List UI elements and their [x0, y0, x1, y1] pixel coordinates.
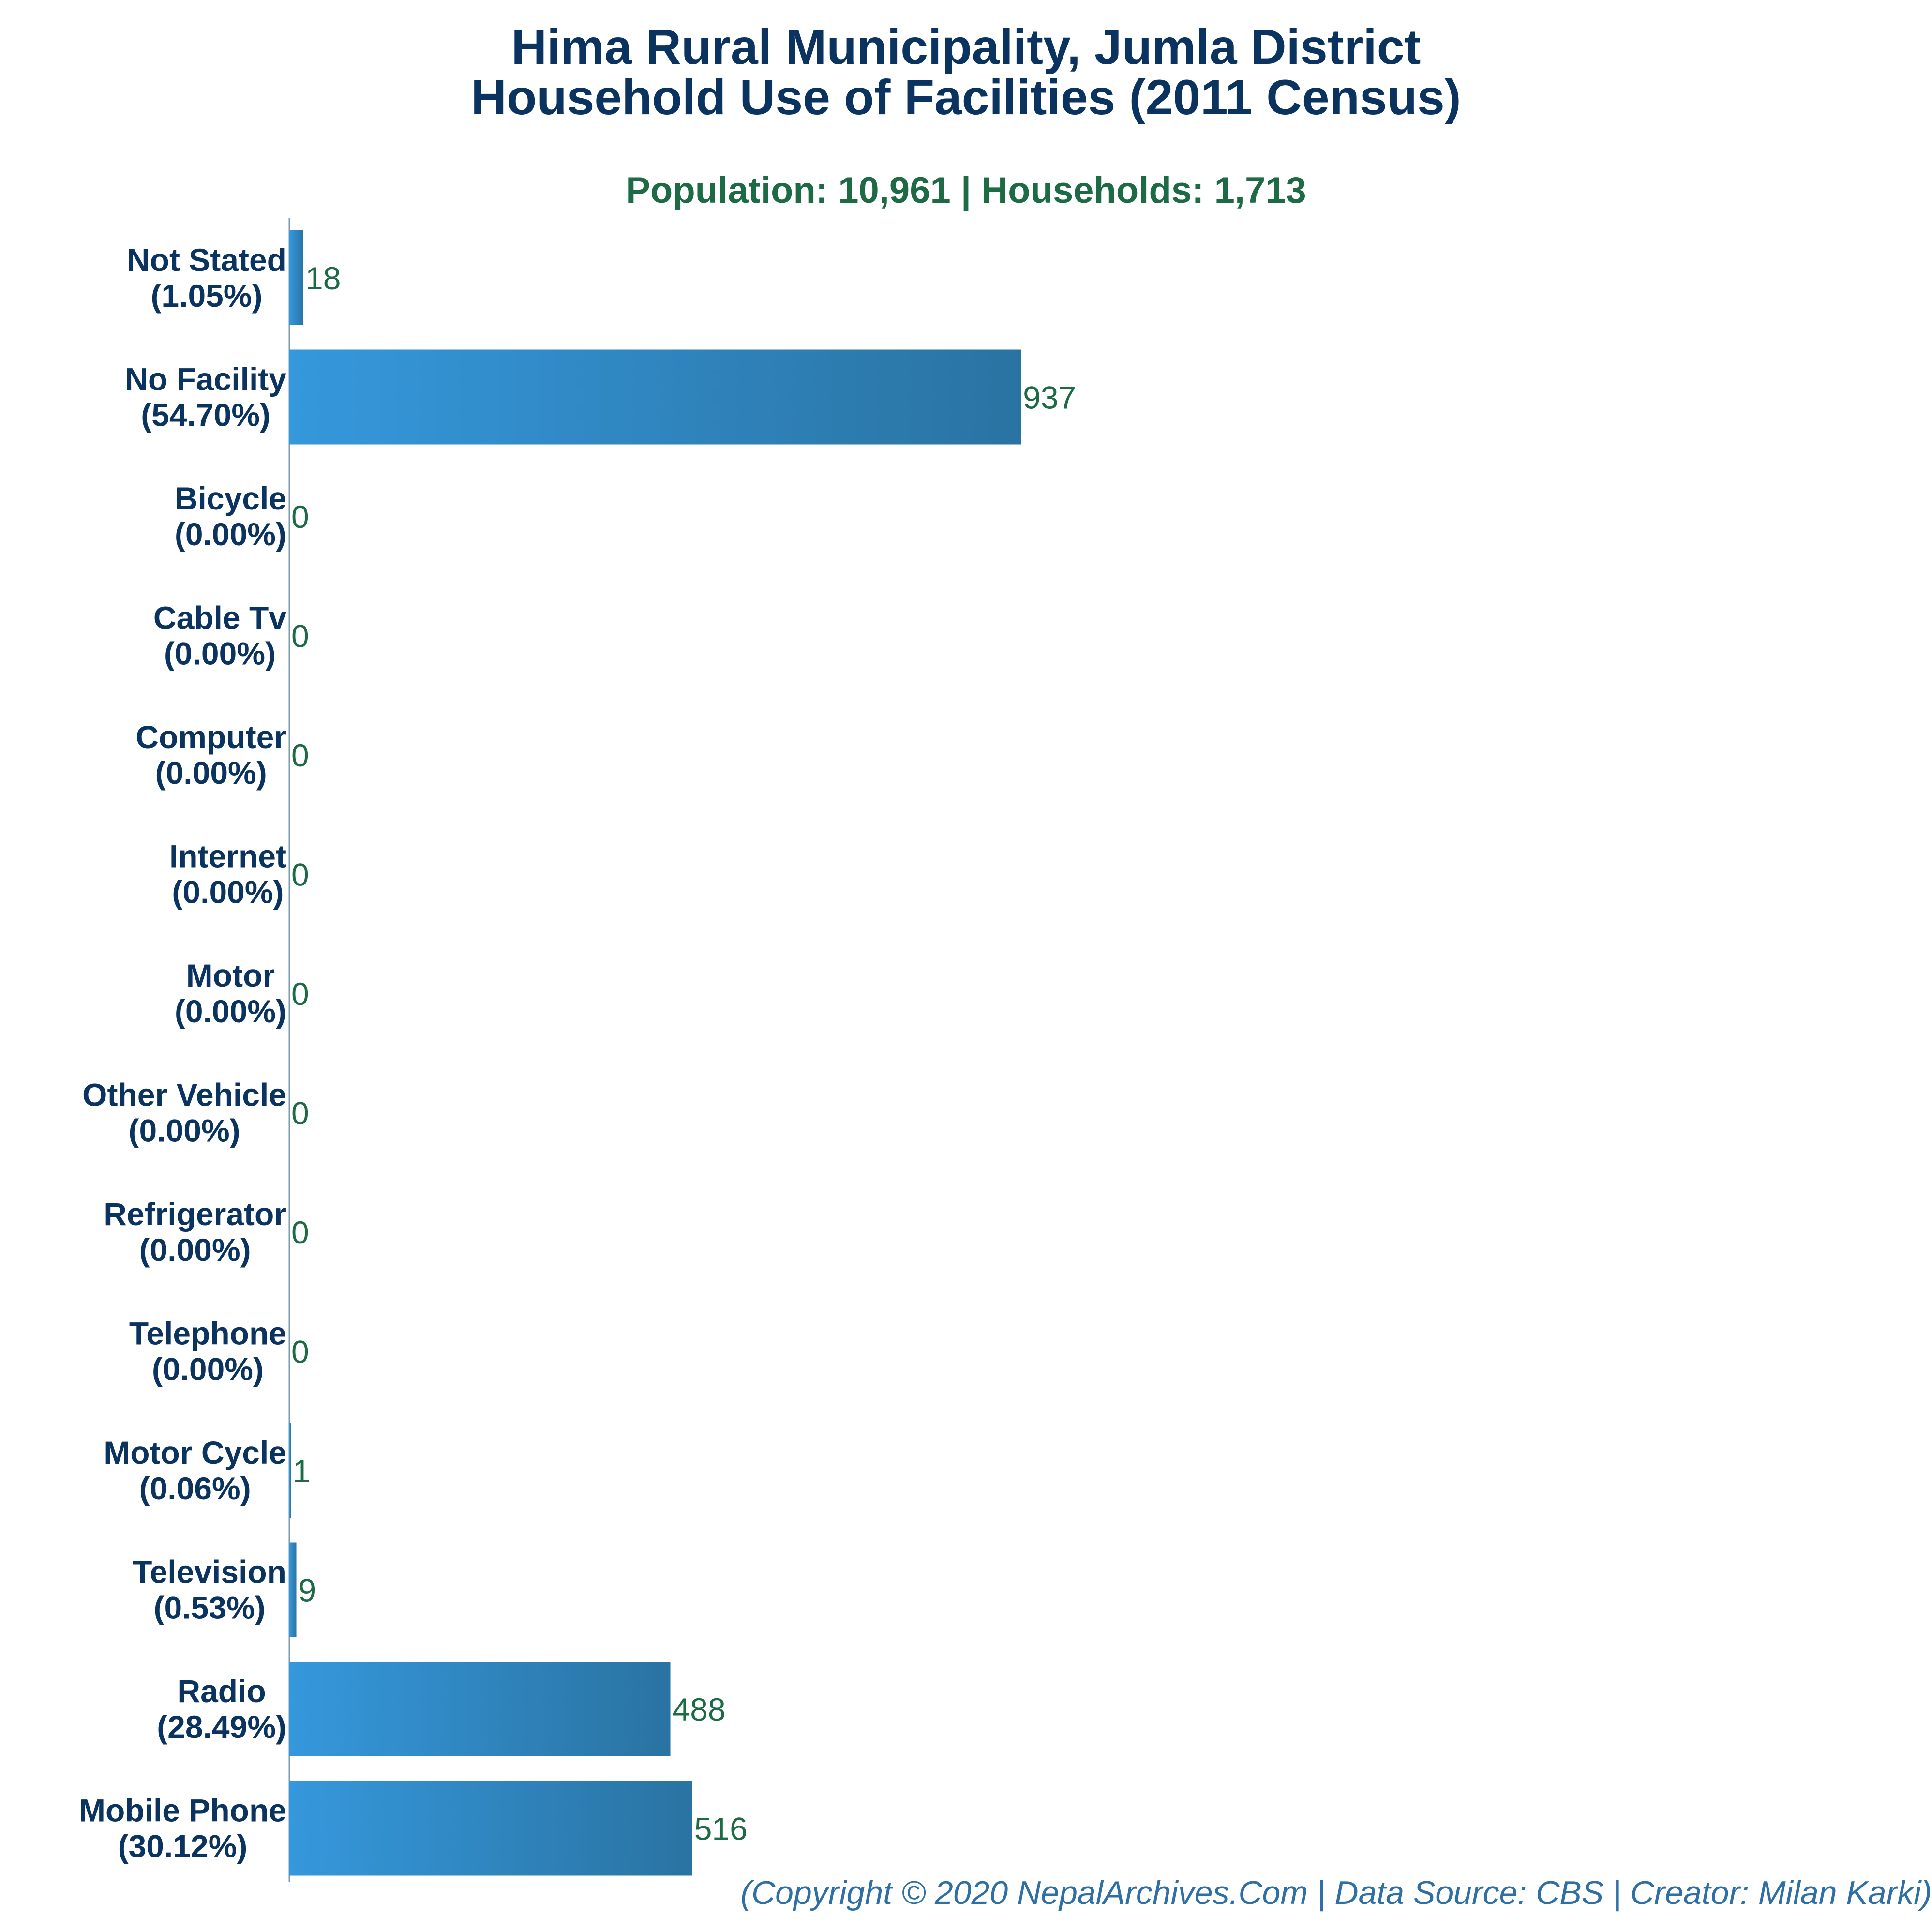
- category-label-no-facility: No Facility (54.70%): [125, 361, 286, 433]
- value-label-internet: 0: [291, 857, 309, 893]
- value-label-mobile-phone: 516: [694, 1811, 748, 1847]
- category-label-computer: Computer (0.00%): [135, 719, 286, 791]
- category-label-motor: Motor (0.00%): [175, 958, 286, 1029]
- copyright-footer: (Copyright © 2020 NepalArchives.Com | Da…: [740, 1874, 1932, 1911]
- value-label-not-stated: 18: [305, 260, 341, 296]
- bar-television: [289, 1542, 297, 1637]
- bar-group-radio: 488 Radio (28.49%): [157, 1662, 726, 1756]
- bar-group-no-facility: 937 No Facility (54.70%): [125, 349, 1076, 445]
- value-label-motor-cycle: 1: [293, 1453, 311, 1489]
- category-label-mobile-phone: Mobile Phone (30.12%): [79, 1793, 286, 1864]
- bar-group-television: 9 Television (0.53%): [133, 1542, 316, 1637]
- value-label-other-vehicle: 0: [291, 1095, 309, 1131]
- bars: 18 Not Stated (1.05%) 937 No Facility (54.70%…: [79, 230, 1076, 1876]
- category-label-radio: Radio (28.49%): [157, 1673, 286, 1745]
- bar-group-not-stated: 18 Not Stated (1.05%): [127, 230, 341, 325]
- value-label-television: 9: [299, 1573, 316, 1608]
- value-label-refrigerator: 0: [291, 1214, 309, 1250]
- category-label-television: Television (0.53%): [133, 1554, 286, 1626]
- bar-not-stated: [289, 230, 304, 325]
- bar-mobile-phone: [289, 1781, 692, 1876]
- chart-subtitle: Population: 10,961 | Households: 1,713: [626, 170, 1306, 211]
- bar-no-facility: [289, 349, 1021, 445]
- value-label-bicycle: 0: [291, 499, 309, 535]
- bar-group-mobile-phone: 516 Mobile Phone (30.12%): [79, 1781, 748, 1876]
- category-label-bicycle: Bicycle (0.00%): [175, 480, 286, 552]
- value-label-motor: 0: [291, 976, 309, 1012]
- category-label-not-stated: Not Stated (1.05%): [127, 242, 286, 314]
- value-label-telephone: 0: [291, 1334, 309, 1370]
- bar-radio: [289, 1662, 671, 1756]
- bar-motor-cycle: [289, 1423, 291, 1518]
- chart-title-line-2: Household Use of Facilities (2011 Census…: [471, 70, 1461, 125]
- category-label-refrigerator: Refrigerator (0.00%): [104, 1196, 286, 1268]
- chart-title-line-1: Hima Rural Municipality, Jumla District: [511, 19, 1421, 75]
- value-label-computer: 0: [291, 737, 309, 773]
- value-label-no-facility: 937: [1023, 380, 1076, 416]
- category-label-telephone: Telephone (0.00%): [129, 1316, 286, 1387]
- value-label-radio: 488: [673, 1692, 726, 1727]
- category-label-other-vehicle: Other Vehicle (0.00%): [82, 1077, 286, 1149]
- value-label-cable-tv: 0: [291, 618, 309, 654]
- category-label-internet: Internet (0.00%): [169, 839, 286, 910]
- category-label-cable-tv: Cable Tv (0.00%): [153, 600, 286, 672]
- category-label-motor-cycle: Motor Cycle (0.06%): [104, 1435, 286, 1506]
